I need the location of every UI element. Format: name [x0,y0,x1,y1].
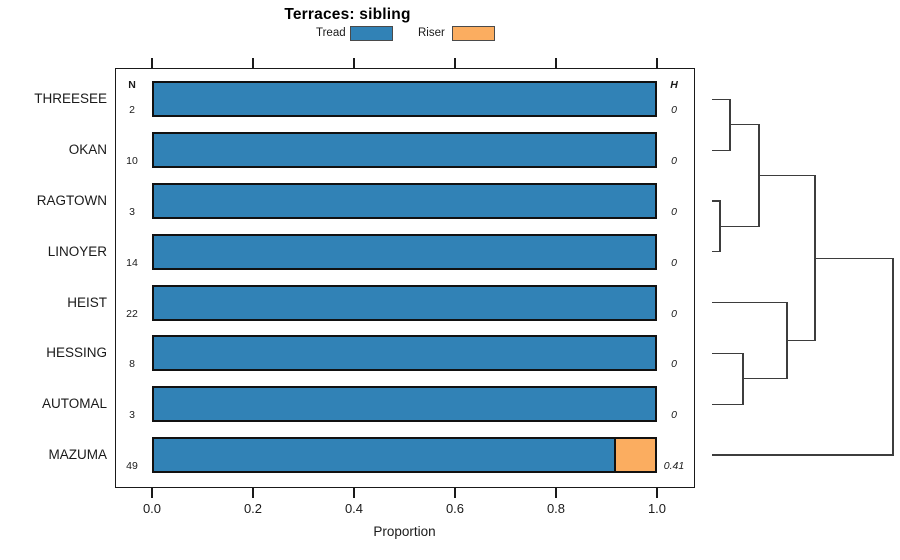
dendrogram-vline [719,200,721,253]
bar-segment-tread [154,286,655,319]
n-value-ragtown: 3 [129,206,135,218]
n-value-okan: 10 [126,155,138,168]
dendrogram-hline [712,454,895,456]
h-column-header: H [670,79,678,91]
h-value-linoyer: 0 [671,256,677,269]
n-value-mazuma: 49 [126,460,138,472]
x-axis-title: Proportion [373,524,436,539]
chart-title: Terraces: sibling [284,6,411,23]
dendrogram-vline [786,301,788,380]
axis-tick-label: 0.0 [142,501,162,516]
bar-segment-tread [154,439,614,471]
bar-linoyer [152,233,657,270]
bar-segment-riser [613,439,655,471]
bar-heist [152,284,657,321]
dendrogram-hline [815,257,895,259]
h-value-threesee: 0 [671,104,677,117]
axis-tick-bottom [454,488,456,498]
dendrogram-hline [712,149,732,151]
bar-segment-tread [154,83,655,116]
bar-hessing [152,335,657,372]
axis-tick-bottom [151,488,153,498]
bar-segment-tread [154,337,655,370]
dendrogram-hline [712,352,745,355]
dendrogram-vline [758,124,760,228]
axis-tick-bottom [252,488,254,498]
n-column-header: N [128,79,136,91]
bar-ragtown [152,183,657,219]
axis-tick-top [656,58,658,68]
dendrogram-vline [892,257,894,456]
dendrogram-hline [712,403,745,405]
row-label-ragtown: RAGTOWN [36,193,107,208]
axis-tick-label: 0.6 [445,501,465,516]
row-label-hessing: HESSING [46,345,107,361]
legend-swatch-tread [350,26,393,41]
dendrogram-hline [730,124,761,126]
dendrogram-vline [814,174,816,342]
bar-segment-tread [154,134,655,167]
dendrogram-vline [729,98,731,151]
h-value-hessing: 0 [671,358,677,371]
legend-label-tread: Tread [316,27,346,39]
n-value-threesee: 2 [129,104,135,117]
legend-label-riser: Riser [418,27,445,39]
dendrogram-hline [720,225,761,228]
row-label-heist: HEIST [67,294,107,310]
h-value-mazuma: 0.41 [663,460,685,472]
row-label-mazuma: MAZUMA [48,447,108,462]
bar-segment-tread [154,235,655,268]
n-value-hessing: 8 [129,358,135,371]
row-label-linoyer: LINOYER [47,243,107,259]
bar-mazuma [152,437,657,473]
axis-tick-bottom [656,488,658,498]
row-label-automal: AUTOMAL [41,396,107,412]
dendrogram-hline [712,301,789,304]
plot-area-border [115,68,695,488]
axis-tick-label: 0.8 [546,501,566,516]
h-value-ragtown: 0 [671,206,677,218]
h-value-heist: 0 [671,307,677,320]
bar-automal [152,386,657,423]
n-value-automal: 3 [129,409,135,422]
legend-swatch-riser [452,26,495,41]
axis-tick-label: 1.0 [647,501,667,516]
axis-tick-bottom [353,488,355,498]
bar-threesee [152,81,657,118]
axis-tick-top [151,58,153,68]
bar-okan [152,132,657,169]
axis-tick-top [454,58,456,68]
row-label-okan: OKAN [68,142,107,158]
bar-segment-tread [154,185,655,217]
dendrogram-hline [759,174,817,177]
h-value-automal: 0 [671,409,677,422]
dendrogram-hline [712,98,732,101]
dendrogram-hline [712,251,722,253]
dendrogram-vline [742,352,744,405]
axis-tick-top [555,58,557,68]
axis-tick-top [252,58,254,68]
axis-tick-top [353,58,355,68]
dendrogram-hline [787,340,817,342]
row-label-threesee: THREESEE [34,91,107,107]
n-value-linoyer: 14 [126,256,138,269]
axis-tick-label: 0.4 [344,501,364,516]
axis-tick-label: 0.2 [243,501,263,516]
dendrogram-hline [743,378,789,380]
h-value-okan: 0 [671,155,677,168]
bar-segment-tread [154,388,655,421]
dendrogram-hline [712,200,722,202]
axis-tick-bottom [555,488,557,498]
n-value-heist: 22 [126,307,138,320]
